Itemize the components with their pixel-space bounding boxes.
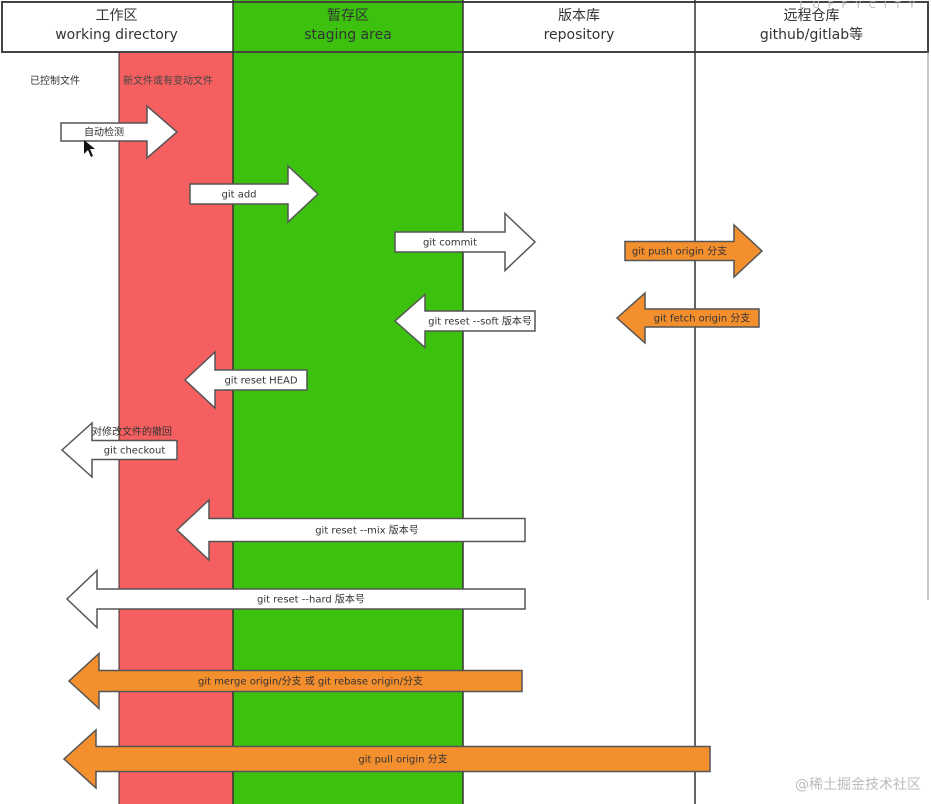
column-subtitle: working directory bbox=[55, 27, 178, 43]
column-subtitle: staging area bbox=[304, 27, 392, 43]
arrow-right bbox=[189, 164, 320, 224]
top-watermark: LUFFYCITY bbox=[799, 0, 923, 11]
arrow-left bbox=[67, 651, 523, 711]
arrow-label: git reset HEAD bbox=[224, 376, 297, 387]
arrow-label: git checkout bbox=[104, 446, 166, 457]
arrow-label: git push origin 分支 bbox=[632, 246, 727, 258]
column-header-staging-area: 暂存区 staging area bbox=[233, 0, 463, 52]
arrow-left bbox=[60, 421, 178, 479]
arrow-left bbox=[65, 568, 526, 630]
arrow-right bbox=[394, 211, 537, 273]
tracked-files-label: 已控制文件 bbox=[30, 76, 80, 87]
column-header-repository: 版本库 repository bbox=[463, 0, 695, 52]
arrow-left bbox=[183, 350, 308, 410]
column-header-remote: 远程仓库 github/gitlab等 bbox=[695, 0, 928, 52]
arrow-left bbox=[393, 292, 536, 350]
arrow-label: git add bbox=[221, 190, 256, 201]
arrow-left bbox=[615, 291, 760, 345]
column-title: 版本库 bbox=[558, 8, 600, 24]
column-title: 远程仓库 bbox=[783, 8, 840, 24]
arrow-label: git pull origin 分支 bbox=[358, 754, 447, 766]
arrow-right bbox=[60, 104, 179, 160]
header-border bbox=[1, 1, 929, 53]
column-header-working-directory: 工作区 working directory bbox=[0, 0, 233, 52]
column-subtitle: repository bbox=[543, 27, 615, 43]
mouse-cursor-icon bbox=[84, 140, 95, 157]
arrow-label: git reset --soft 版本号 bbox=[428, 315, 532, 328]
arrow-note: 对修改文件的撤回 bbox=[92, 425, 172, 438]
arrow-left bbox=[175, 498, 526, 562]
arrow-right bbox=[624, 223, 764, 279]
new-files-label: 新文件或有变动文件 bbox=[123, 76, 213, 87]
column-title: 工作区 bbox=[95, 8, 138, 24]
arrow-left bbox=[62, 728, 711, 790]
arrow-label: 自动检测 bbox=[84, 126, 124, 139]
arrow-label: git reset --hard 版本号 bbox=[257, 593, 365, 606]
arrow-label: git commit bbox=[423, 238, 477, 249]
arrow-label: git fetch origin 分支 bbox=[654, 313, 750, 325]
arrow-label: git reset --mix 版本号 bbox=[315, 524, 419, 537]
arrow-label: git merge origin/分支 或 git rebase origin/… bbox=[198, 676, 423, 688]
column-title: 暂存区 bbox=[327, 8, 369, 24]
column-subtitle: github/gitlab等 bbox=[759, 27, 864, 43]
watermark: @稀土掘金技术社区 bbox=[795, 777, 921, 793]
